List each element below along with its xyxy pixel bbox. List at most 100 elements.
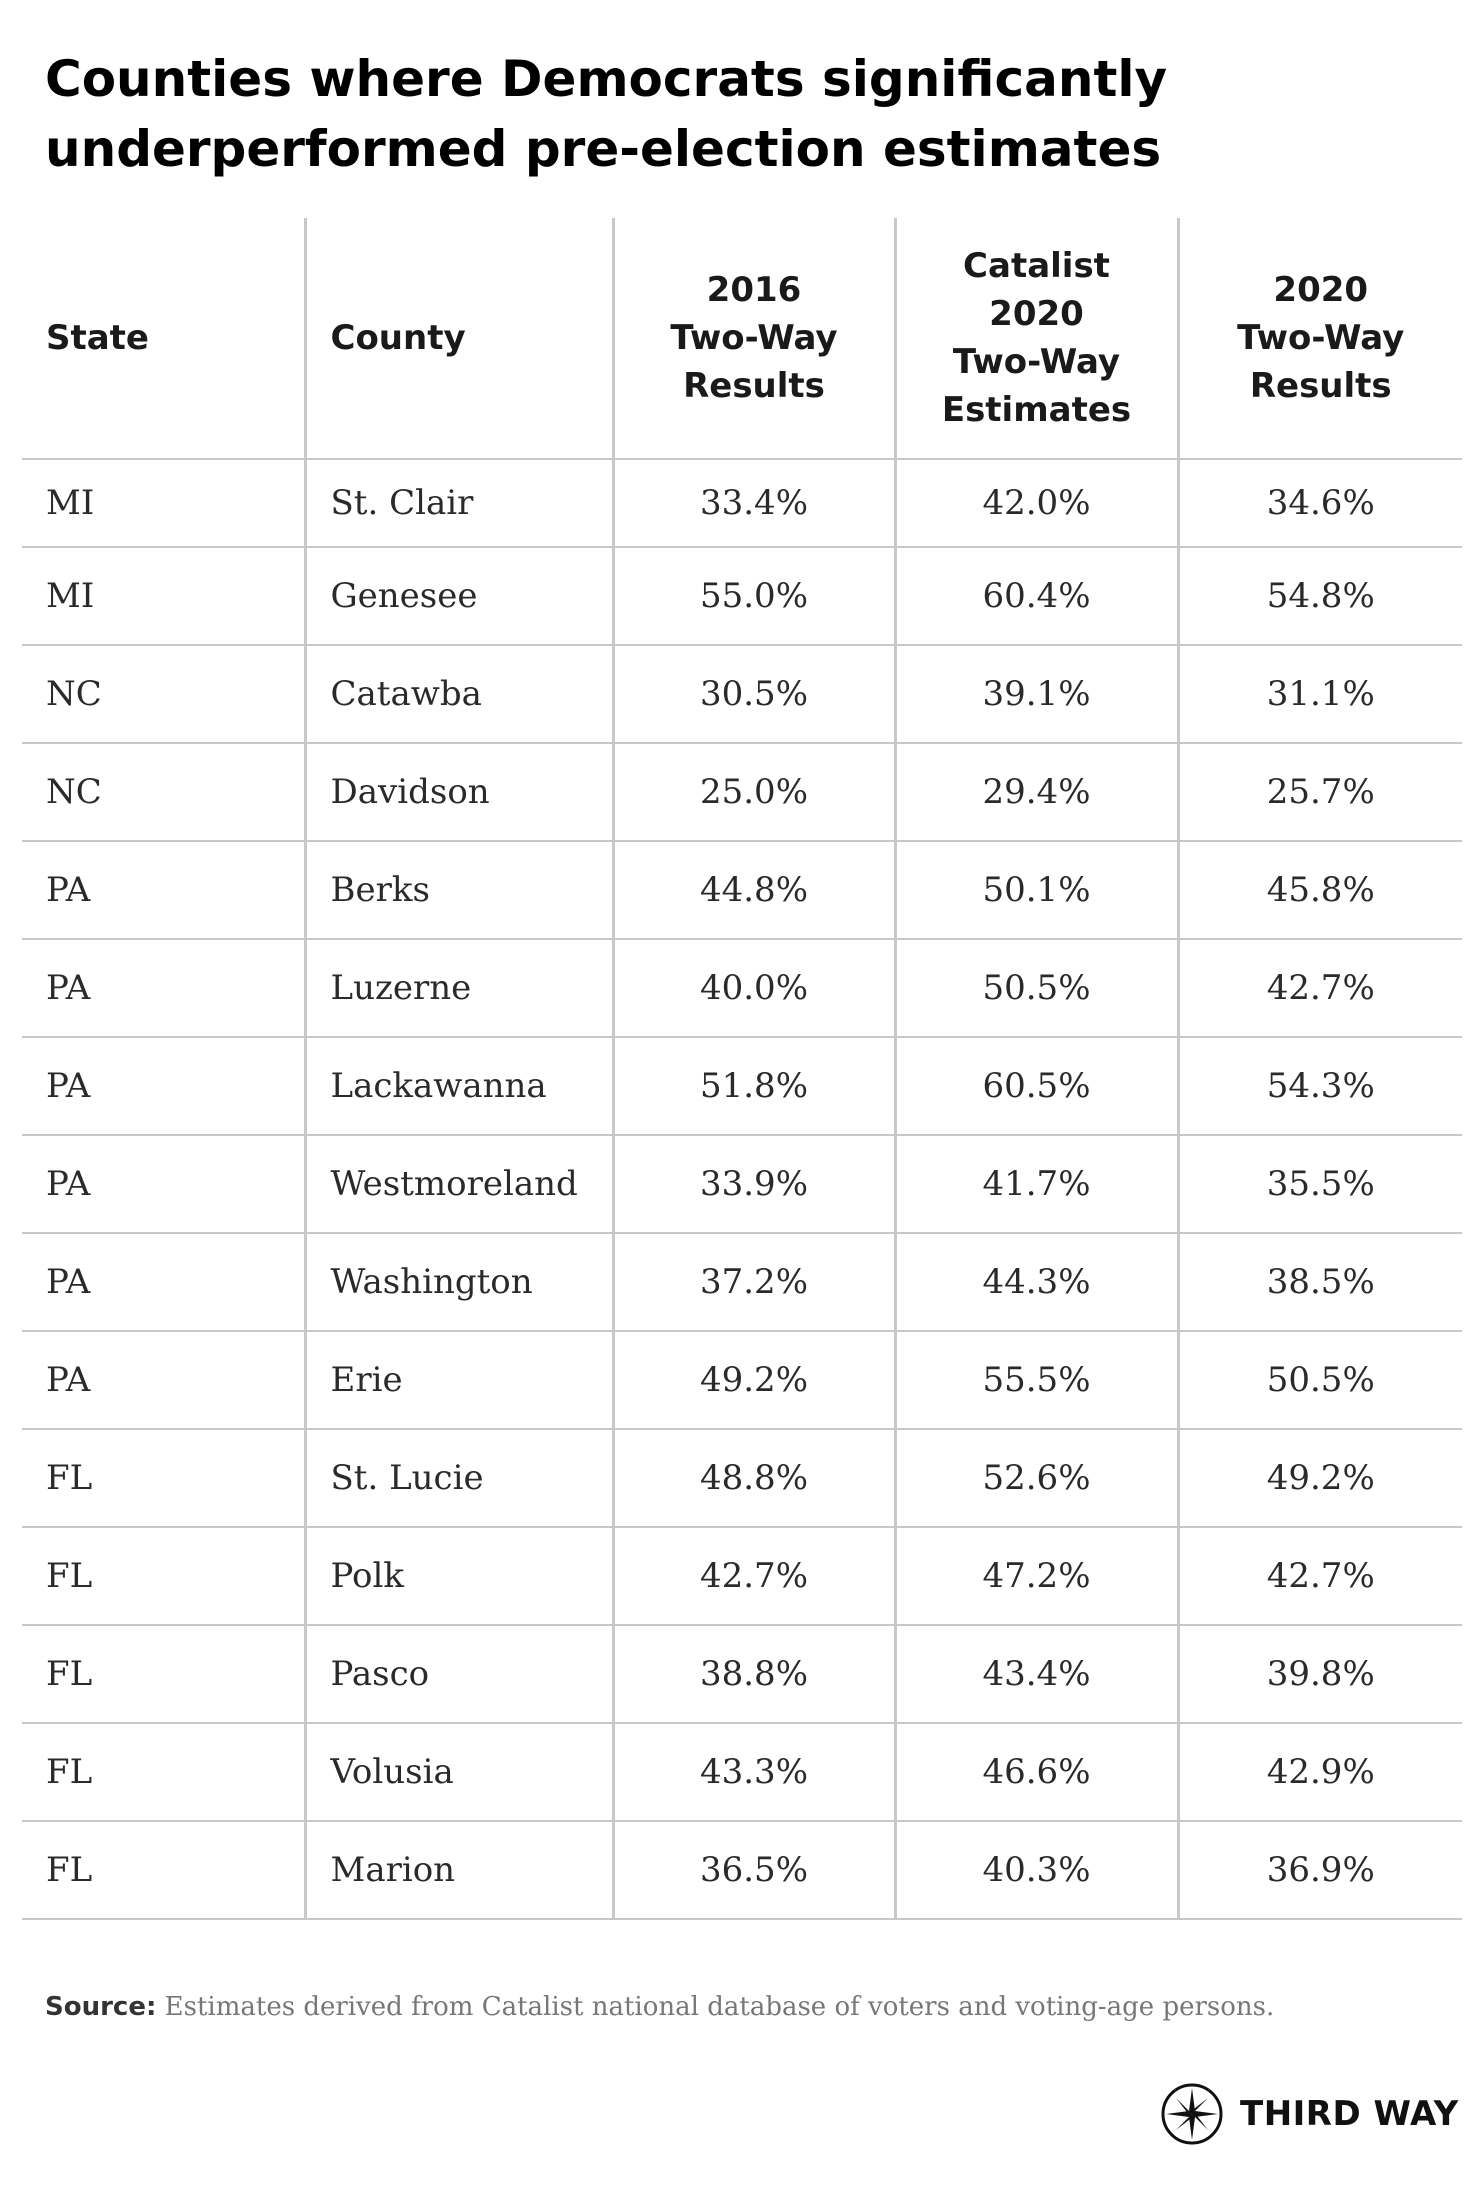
cell-county: Erie xyxy=(303,1331,613,1430)
cell-state: PA xyxy=(22,1233,305,1332)
cell-catalist-2020: 29.4% xyxy=(893,743,1178,842)
cell-state: FL xyxy=(22,1723,305,1822)
cell-2016-results: 55.0% xyxy=(611,547,895,646)
cell-catalist-2020: 50.5% xyxy=(893,939,1178,1038)
header-line: County xyxy=(330,318,466,358)
source-label: Source: xyxy=(45,1992,157,2022)
cell-state: PA xyxy=(22,939,305,1038)
cell-catalist-2020: 50.1% xyxy=(893,841,1178,940)
page-title: Counties where Democrats significantly u… xyxy=(45,44,1345,184)
header-county: County xyxy=(303,218,613,460)
cell-state: FL xyxy=(22,1429,305,1528)
table-row: PA Washington 37.2% 44.3% 38.5% xyxy=(22,1233,1462,1332)
cell-2016-results: 40.0% xyxy=(611,939,895,1038)
header-line: Estimates xyxy=(941,390,1132,430)
cell-2016-results: 36.5% xyxy=(611,1821,895,1920)
source-text: Estimates derived from Catalist national… xyxy=(164,1992,1275,2022)
table-body: MI St. Clair 33.4% 42.0% 34.6% MI Genesee 55.0%… xyxy=(22,459,1462,1920)
cell-2016-results: 30.5% xyxy=(611,645,895,744)
table-row: PA Erie 49.2% 55.5% 50.5% xyxy=(22,1331,1462,1430)
cell-state: PA xyxy=(22,1331,305,1430)
cell-2020-results: 38.5% xyxy=(1176,1233,1462,1332)
cell-county: Catawba xyxy=(303,645,613,744)
cell-catalist-2020: 41.7% xyxy=(893,1135,1178,1234)
cell-2020-results: 34.6% xyxy=(1176,459,1462,548)
cell-catalist-2020: 44.3% xyxy=(893,1233,1178,1332)
table-row: FL St. Lucie 48.8% 52.6% 49.2% xyxy=(22,1429,1462,1528)
title-line: underperformed pre-election estimates xyxy=(45,120,1162,178)
header-line: State xyxy=(46,318,149,358)
cell-2020-results: 50.5% xyxy=(1176,1331,1462,1430)
cell-2016-results: 38.8% xyxy=(611,1625,895,1724)
cell-2016-results: 48.8% xyxy=(611,1429,895,1528)
cell-state: FL xyxy=(22,1527,305,1626)
cell-2020-results: 49.2% xyxy=(1176,1429,1462,1528)
table-row: FL Pasco 38.8% 43.4% 39.8% xyxy=(22,1625,1462,1724)
header-line: Two-Way xyxy=(952,342,1121,382)
logo-text: THIRD WAY xyxy=(1240,2094,1459,2134)
header-catalist-2020-estimates: Catalist 2020 Two-Way Estimates xyxy=(893,218,1178,460)
cell-state: PA xyxy=(22,1135,305,1234)
cell-2020-results: 42.7% xyxy=(1176,1527,1462,1626)
table-row: NC Davidson 25.0% 29.4% 25.7% xyxy=(22,743,1462,842)
cell-2016-results: 42.7% xyxy=(611,1527,895,1626)
cell-catalist-2020: 43.4% xyxy=(893,1625,1178,1724)
cell-county: Luzerne xyxy=(303,939,613,1038)
cell-county: Davidson xyxy=(303,743,613,842)
cell-county: Polk xyxy=(303,1527,613,1626)
table-header-row: State County 2016 Two-Way Results Catali… xyxy=(22,218,1462,460)
cell-state: MI xyxy=(22,547,305,646)
cell-2016-results: 43.3% xyxy=(611,1723,895,1822)
cell-state: NC xyxy=(22,645,305,744)
cell-2020-results: 54.8% xyxy=(1176,547,1462,646)
header-line: 2020 xyxy=(1273,270,1369,310)
cell-state: FL xyxy=(22,1821,305,1920)
cell-2020-results: 36.9% xyxy=(1176,1821,1462,1920)
cell-2020-results: 42.9% xyxy=(1176,1723,1462,1822)
cell-2016-results: 44.8% xyxy=(611,841,895,940)
table-row: FL Polk 42.7% 47.2% 42.7% xyxy=(22,1527,1462,1626)
header-line: Two-Way xyxy=(1237,318,1405,358)
cell-2020-results: 31.1% xyxy=(1176,645,1462,744)
cell-2020-results: 54.3% xyxy=(1176,1037,1462,1136)
compass-star-icon xyxy=(1161,2083,1223,2145)
header-line: Results xyxy=(1249,366,1392,406)
header-2020-results: 2020 Two-Way Results xyxy=(1176,218,1462,460)
cell-2020-results: 45.8% xyxy=(1176,841,1462,940)
table-row: FL Marion 36.5% 40.3% 36.9% xyxy=(22,1821,1462,1920)
cell-county: Westmoreland xyxy=(303,1135,613,1234)
cell-county: Marion xyxy=(303,1821,613,1920)
cell-catalist-2020: 39.1% xyxy=(893,645,1178,744)
title-line: Counties where Democrats significantly xyxy=(45,50,1168,108)
cell-state: MI xyxy=(22,459,305,548)
header-line: 2016 xyxy=(706,270,802,310)
table-row: PA Luzerne 40.0% 50.5% 42.7% xyxy=(22,939,1462,1038)
cell-catalist-2020: 60.4% xyxy=(893,547,1178,646)
cell-county: Berks xyxy=(303,841,613,940)
cell-county: Volusia xyxy=(303,1723,613,1822)
cell-catalist-2020: 42.0% xyxy=(893,459,1178,548)
cell-catalist-2020: 40.3% xyxy=(893,1821,1178,1920)
cell-2016-results: 33.9% xyxy=(611,1135,895,1234)
cell-county: Washington xyxy=(303,1233,613,1332)
cell-2016-results: 37.2% xyxy=(611,1233,895,1332)
table-row: PA Berks 44.8% 50.1% 45.8% xyxy=(22,841,1462,940)
cell-catalist-2020: 52.6% xyxy=(893,1429,1178,1528)
header-line: Results xyxy=(683,366,825,406)
results-table: State County 2016 Two-Way Results Catali… xyxy=(22,218,1462,1920)
cell-2016-results: 51.8% xyxy=(611,1037,895,1136)
cell-county: St. Clair xyxy=(303,459,613,548)
header-line: Catalist xyxy=(963,246,1110,286)
cell-catalist-2020: 47.2% xyxy=(893,1527,1178,1626)
cell-2020-results: 35.5% xyxy=(1176,1135,1462,1234)
table-row: MI Genesee 55.0% 60.4% 54.8% xyxy=(22,547,1462,646)
table-row: PA Lackawanna 51.8% 60.5% 54.3% xyxy=(22,1037,1462,1136)
cell-2020-results: 42.7% xyxy=(1176,939,1462,1038)
table-row: MI St. Clair 33.4% 42.0% 34.6% xyxy=(22,459,1462,548)
header-line: 2020 xyxy=(989,294,1084,334)
cell-state: FL xyxy=(22,1625,305,1724)
cell-catalist-2020: 55.5% xyxy=(893,1331,1178,1430)
table-row: PA Westmoreland 33.9% 41.7% 35.5% xyxy=(22,1135,1462,1234)
cell-county: Lackawanna xyxy=(303,1037,613,1136)
cell-county: Pasco xyxy=(303,1625,613,1724)
